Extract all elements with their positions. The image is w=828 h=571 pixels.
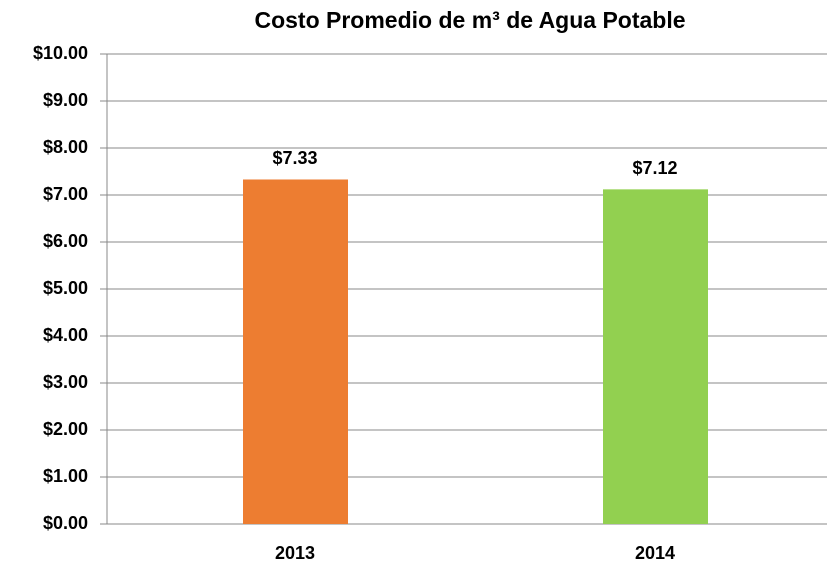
x-tick-label: 2014 <box>635 543 675 563</box>
y-tick-label: $6.00 <box>43 231 88 251</box>
y-tick-label: $8.00 <box>43 137 88 157</box>
bar <box>603 189 708 525</box>
y-tick-label: $3.00 <box>43 372 88 392</box>
y-tick-label: $7.00 <box>43 184 88 204</box>
x-tick-label: 2013 <box>275 543 315 563</box>
y-tick-label: $4.00 <box>43 325 88 345</box>
y-tick-label: $10.00 <box>33 43 88 63</box>
bar <box>243 179 348 525</box>
y-tick-label: $5.00 <box>43 278 88 298</box>
y-tick-label: $1.00 <box>43 466 88 486</box>
y-tick-label: $0.00 <box>43 513 88 533</box>
y-tick-label: $9.00 <box>43 90 88 110</box>
chart-title: Costo Promedio de m³ de Agua Potable <box>254 7 685 33</box>
value-label: $7.12 <box>632 158 677 178</box>
value-label: $7.33 <box>272 148 317 168</box>
y-tick-label: $2.00 <box>43 419 88 439</box>
